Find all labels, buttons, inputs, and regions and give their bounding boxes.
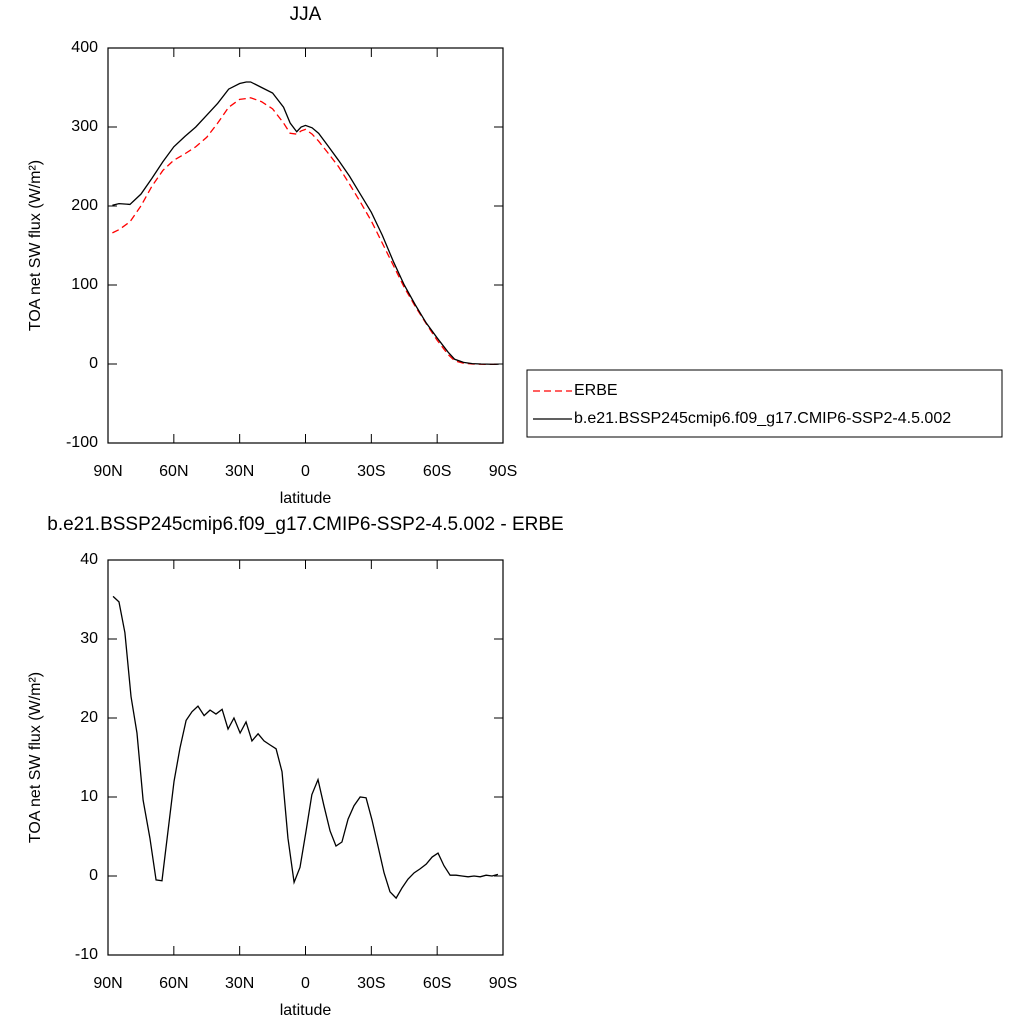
y-tick-label: -10 [75,946,98,963]
legend-label: b.e21.BSSP245cmip6.f09_g17.CMIP6-SSP2-4.… [574,410,951,427]
x-axis-label: latitude [280,1002,332,1019]
y-tick-label: 0 [89,355,98,372]
x-tick-label: 0 [301,975,310,992]
x-tick-label: 0 [301,463,310,480]
x-tick-label: 90S [489,463,517,480]
x-tick-label: 30N [225,463,254,480]
x-tick-label: 30S [357,975,385,992]
y-tick-label: 30 [80,630,98,647]
y-tick-label: 10 [80,788,98,805]
y-tick-label: 20 [80,709,98,726]
y-tick-label: -100 [66,434,98,451]
y-tick-label: 300 [71,118,98,135]
chart-title: b.e21.BSSP245cmip6.f09_g17.CMIP6-SSP2-4.… [47,514,563,535]
x-tick-label: 60N [159,975,188,992]
x-tick-label: 60S [423,463,451,480]
x-tick-label: 90N [93,463,122,480]
data-line [112,595,499,900]
y-tick-label: 100 [71,276,98,293]
y-tick-label: 200 [71,197,98,214]
x-tick-label: 90S [489,975,517,992]
x-tick-label: 30N [225,975,254,992]
legend-label: ERBE [574,382,618,399]
x-axis-label: latitude [280,490,332,507]
plot-frame [107,47,504,444]
y-tick-label: 0 [89,867,98,884]
data-line [112,81,499,365]
chart-title: JJA [290,4,322,25]
y-tick-label: 40 [80,551,98,568]
plot-frame [107,559,504,956]
x-tick-label: 30S [357,463,385,480]
y-axis-label: TOA net SW flux (W/m²) [27,672,44,843]
x-tick-label: 90N [93,975,122,992]
y-tick-label: 400 [71,39,98,56]
x-tick-label: 60N [159,463,188,480]
legend-box [526,369,1003,438]
y-axis-label: TOA net SW flux (W/m²) [27,160,44,331]
data-line [112,97,499,366]
x-tick-label: 60S [423,975,451,992]
